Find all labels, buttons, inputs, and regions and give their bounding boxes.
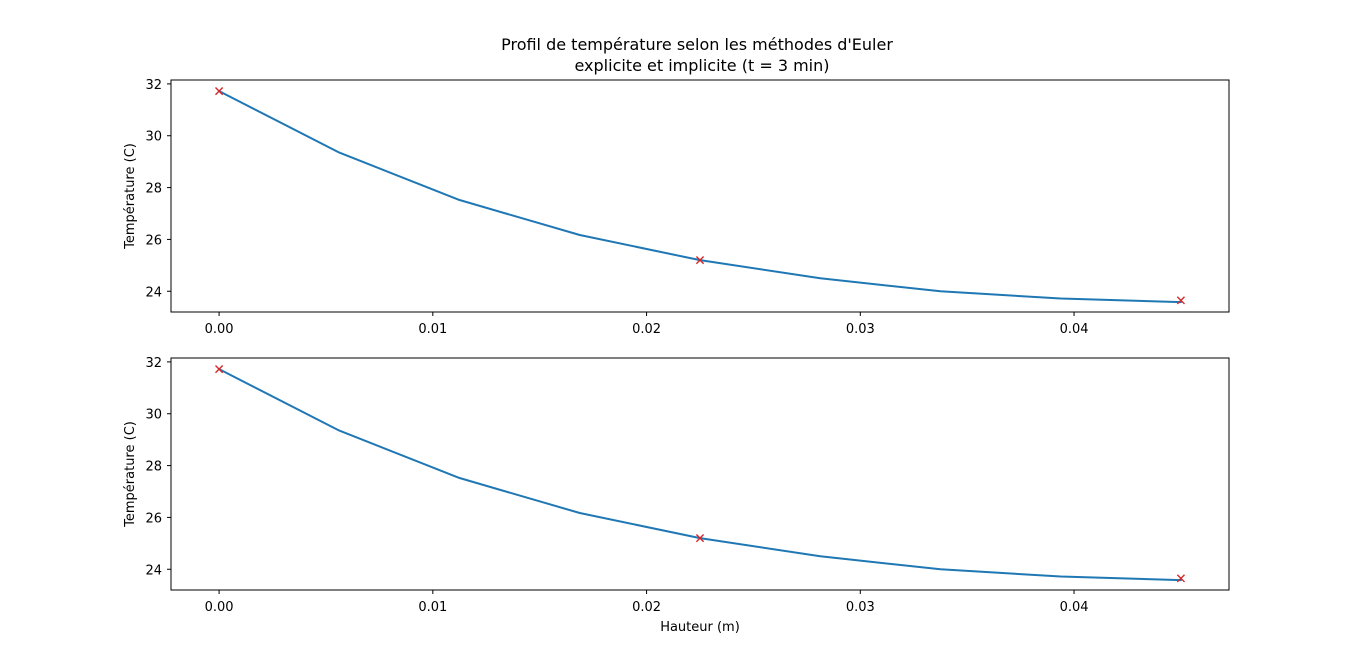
- y-tick-label: 28: [145, 460, 162, 475]
- x-tick-label: 0.00: [205, 600, 234, 615]
- x-tick-label: 0.02: [632, 322, 661, 337]
- x-tick-label: 0.01: [418, 600, 447, 615]
- y-tick-label: 30: [145, 408, 162, 423]
- y-tick-label: 26: [145, 511, 162, 526]
- x-axis-label: Hauteur (m): [660, 620, 740, 635]
- axes-frame: [170, 79, 1230, 313]
- data-marker: [214, 87, 224, 96]
- y-tick-label: 26: [145, 233, 162, 248]
- y-tick-label: 32: [145, 78, 162, 93]
- chart-title-line1: Profil de température selon les méthodes…: [501, 35, 893, 54]
- chart-title-line2: explicite et implicite (t = 3 min): [574, 56, 829, 75]
- series-line-explicit: [218, 90, 1182, 304]
- subplot-implicit: 0.00 0.01 0.02 0.03 0.04 24 26 28 30 32 Températur…: [123, 356, 1230, 635]
- x-tick-label: 0.01: [418, 322, 447, 337]
- data-marker: [1176, 296, 1186, 305]
- series-line-implicit: [218, 368, 1182, 582]
- x-tick-label: 0.00: [205, 322, 234, 337]
- data-marker: [214, 365, 224, 374]
- x-tick-label: 0.04: [1060, 322, 1089, 337]
- axes-frame: [170, 357, 1230, 591]
- y-tick-label: 28: [145, 182, 162, 197]
- x-tick-label: 0.02: [632, 600, 661, 615]
- y-axis-label: Température (C): [123, 143, 138, 250]
- y-tick-label: 30: [145, 130, 162, 145]
- y-tick-label: 24: [145, 285, 162, 300]
- y-tick-label: 32: [145, 356, 162, 371]
- data-marker: [1176, 574, 1186, 583]
- x-tick-label: 0.03: [846, 322, 875, 337]
- x-tick-label: 0.04: [1060, 600, 1089, 615]
- subplot-explicit: 0.00 0.01 0.02 0.03 0.04 24 26 28 30 32 Températur…: [123, 78, 1230, 337]
- y-axis-label: Température (C): [123, 421, 138, 528]
- x-tick-label: 0.03: [846, 600, 875, 615]
- data-marker: [695, 534, 705, 543]
- data-marker: [695, 256, 705, 265]
- y-tick-label: 24: [145, 563, 162, 578]
